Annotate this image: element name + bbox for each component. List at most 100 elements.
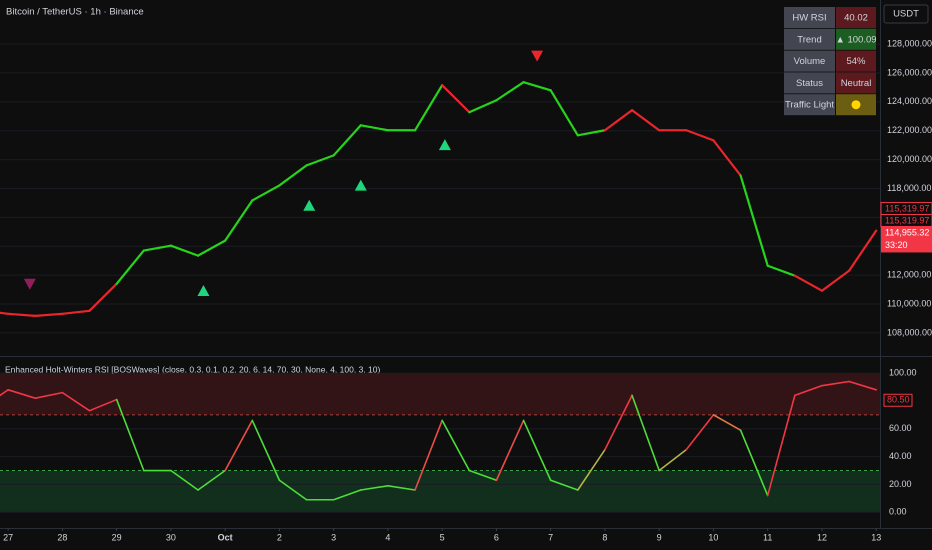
candle-run [468, 99, 498, 114]
candle-run [739, 174, 769, 267]
rsi-line [61, 391, 91, 412]
candle-run [278, 164, 308, 187]
candle-run [359, 124, 390, 132]
y-tick-label: 40.00 [889, 451, 912, 461]
candle-run [61, 309, 91, 315]
signal-down [531, 50, 544, 62]
traffic-light [851, 100, 861, 110]
price-label-box [881, 226, 932, 253]
candle-run [7, 312, 37, 317]
rsi-line [359, 485, 389, 491]
rsi-line [712, 414, 742, 431]
candle-run [34, 312, 64, 317]
rsi-line [251, 419, 281, 482]
candle-run [766, 264, 796, 277]
rsi-line [522, 419, 552, 482]
x-tick-label: 5 [440, 532, 445, 542]
candle-run [224, 199, 254, 242]
rsi-line [115, 398, 145, 472]
table-value-cell [836, 72, 876, 94]
candle-run [603, 109, 634, 132]
candle-run [630, 109, 661, 132]
rsi-line [821, 380, 850, 387]
rsi-line [739, 429, 769, 497]
rsi-line [577, 448, 606, 491]
table-value: 40.02 [844, 13, 868, 24]
y-tick-label: 120,000.00 [887, 154, 932, 164]
price-label: 114,955.32 [885, 227, 929, 237]
y-tick-label: 20.00 [889, 479, 912, 489]
x-tick-label: 2 [277, 532, 282, 542]
table-value: Neutral [841, 78, 872, 89]
table-value: ▲ 100.09 [835, 34, 876, 45]
y-tick-label: 100.00 [889, 368, 917, 378]
oversold-zone [0, 470, 880, 513]
y-tick-label: 126,000.00 [887, 67, 932, 77]
rsi-line [170, 469, 199, 491]
rsi-line [658, 448, 688, 472]
price-label: 115,319.97 [885, 203, 929, 213]
currency[interactable]: USDT [893, 9, 919, 20]
countdown: 33:20 [885, 240, 908, 250]
rsi-line [88, 398, 118, 412]
x-tick-label: 30 [166, 532, 176, 542]
candle-run [305, 154, 335, 167]
rsi-line [7, 389, 37, 399]
candle-run [88, 282, 118, 312]
y-tick-label: 124,000.00 [887, 96, 932, 106]
table-label: Traffic Light [785, 100, 834, 111]
x-tick-label: Oct [218, 532, 233, 542]
x-tick-label: 3 [331, 532, 336, 542]
x-tick-label: 7 [548, 532, 553, 542]
rsi-line [549, 479, 579, 491]
currency-button[interactable] [883, 4, 929, 24]
y-tick-label: 110,000.00 [887, 298, 931, 308]
x-tick-label: 28 [57, 532, 67, 542]
y-tick-label: 60.00 [889, 423, 912, 433]
table-value-cell [836, 50, 876, 72]
x-tick-label: 11 [763, 532, 772, 542]
rsi-line [794, 384, 823, 397]
rsi-line [414, 419, 443, 491]
candle-run [413, 84, 444, 132]
overbought-zone [0, 373, 880, 415]
rsi-line [495, 419, 525, 482]
candle-run [441, 84, 471, 114]
candle-run [196, 239, 227, 257]
rsi-value-box [883, 393, 913, 407]
x-tick-label: 13 [871, 532, 881, 542]
candle-run [576, 129, 607, 137]
candle-run [847, 229, 878, 272]
rsi-line [278, 479, 308, 501]
candle-run [495, 81, 525, 102]
candle-run [549, 89, 579, 137]
candle-run [685, 129, 715, 142]
price-label: 115,319.97 [885, 215, 929, 225]
candle-run [169, 244, 200, 257]
candle-run [142, 244, 173, 252]
rsi-line [604, 394, 633, 451]
x-tick-label: 29 [112, 532, 122, 542]
rsi-line [468, 469, 498, 482]
x-tick-label: 9 [657, 532, 662, 542]
table-label: Trend [797, 34, 821, 45]
y-tick-label: 128,000.00 [887, 38, 932, 48]
candle-run [332, 124, 362, 157]
x-tick-label: 4 [385, 532, 390, 542]
candle-run [0, 311, 10, 315]
table-label-cell [784, 28, 835, 50]
rsi-line [34, 391, 64, 399]
price-label-box [880, 201, 932, 215]
table-label-cell [784, 50, 835, 72]
y-tick-label: 122,000.00 [887, 125, 932, 135]
table-value: 54% [846, 56, 866, 67]
y-tick-label: 118,000.00 [887, 183, 931, 193]
x-tick-label: 27 [3, 532, 13, 542]
table-label: HW RSI [792, 13, 826, 24]
rsi-line [441, 419, 471, 472]
x-tick-label: 8 [602, 532, 607, 542]
y-tick-label: 0.00 [889, 507, 907, 517]
candle-run [115, 249, 145, 285]
x-tick-label: 12 [817, 532, 827, 542]
